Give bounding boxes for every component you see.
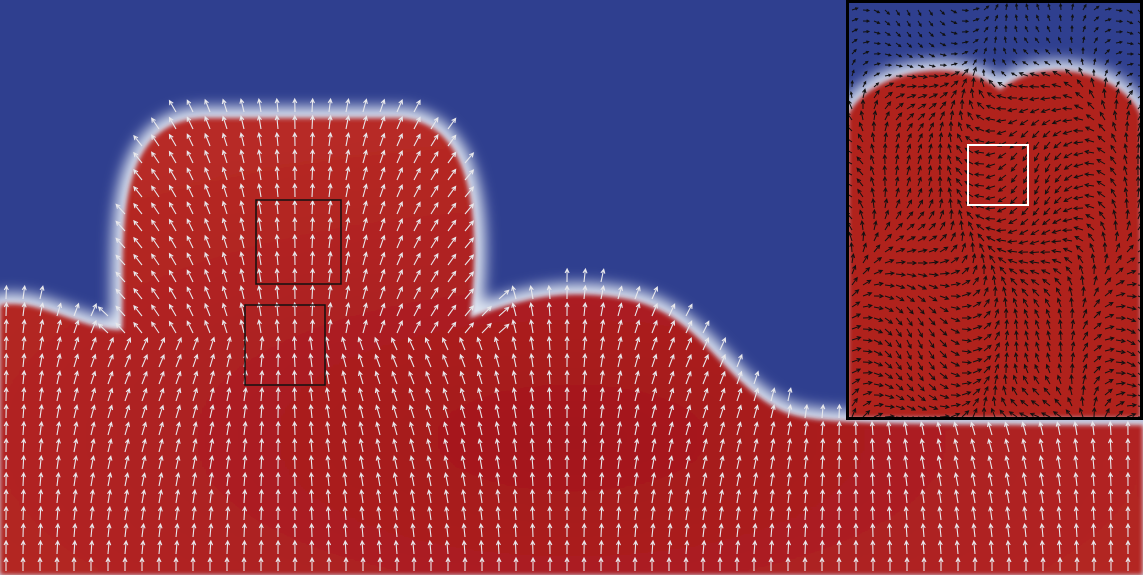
page: (() => { const data = JSON.parse(documen…	[0, 0, 1143, 575]
inset	[844, 0, 1143, 420]
simulation-view	[0, 0, 1143, 575]
inset-liquid	[848, 71, 1141, 418]
